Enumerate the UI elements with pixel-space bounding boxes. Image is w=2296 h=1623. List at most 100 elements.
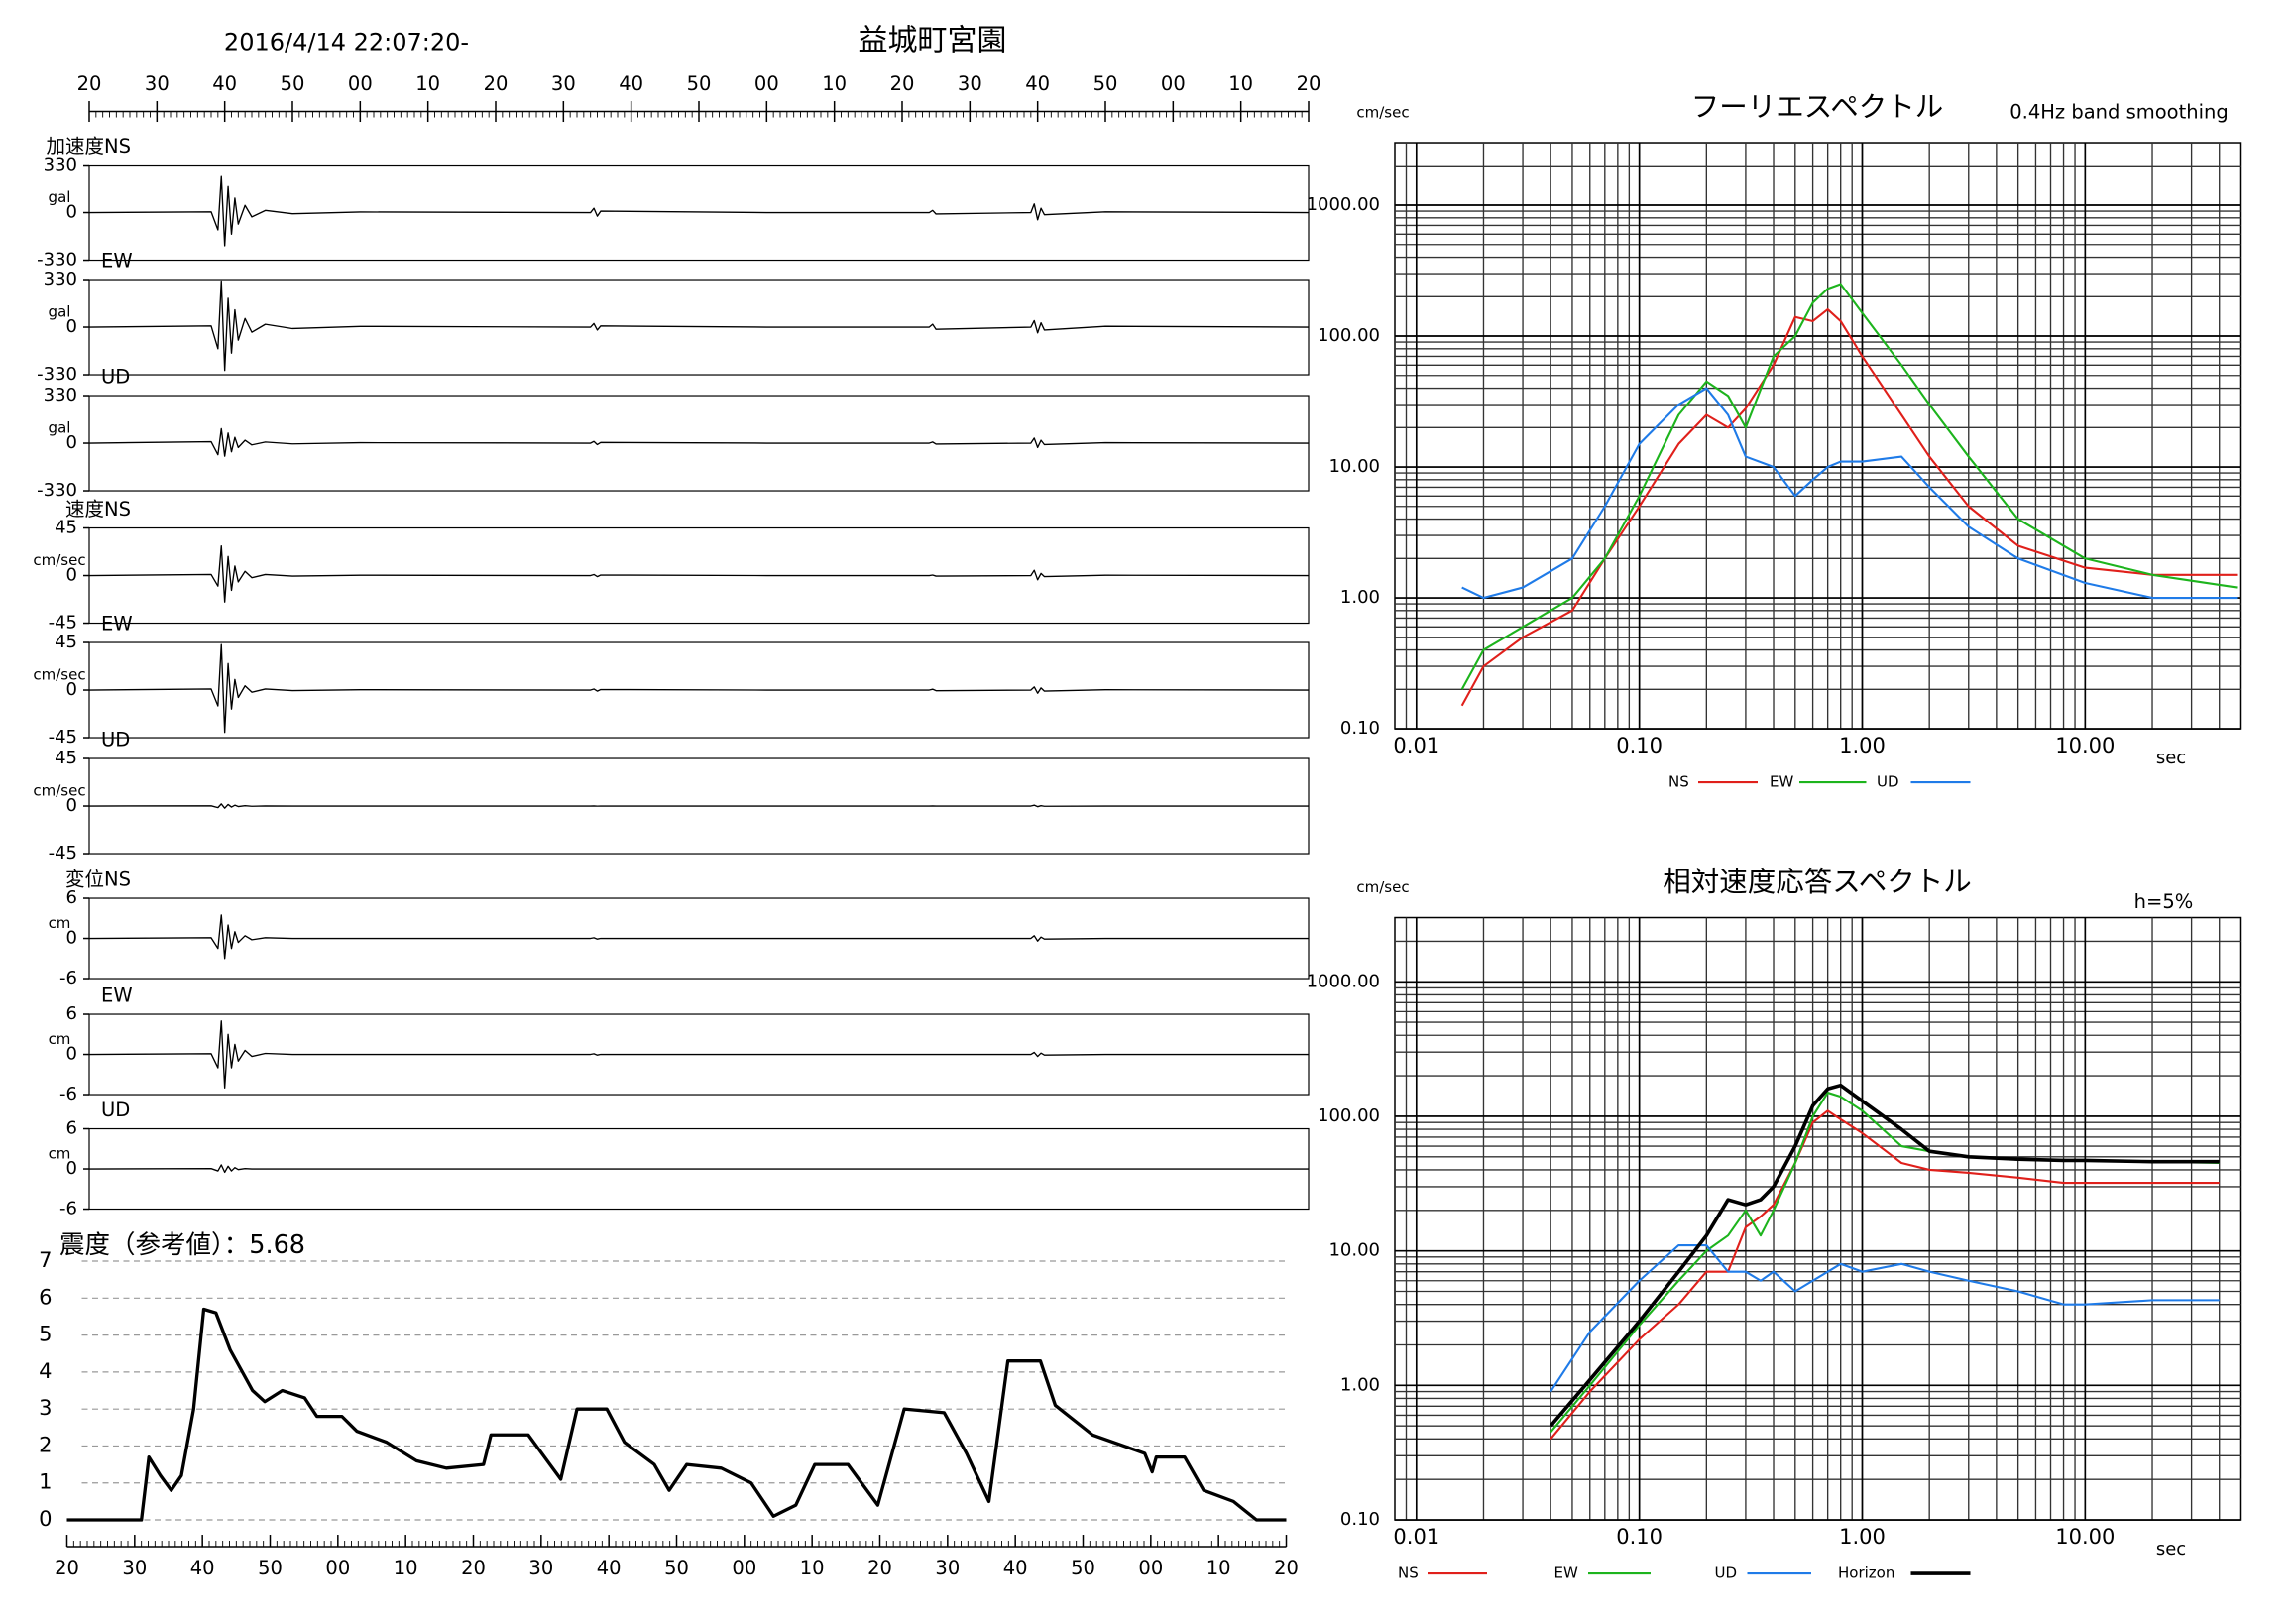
waveform-trace [88,280,1310,372]
x-tick-label: 40 [1025,72,1050,95]
y-tick-label: 0 [39,1507,52,1531]
legend-label: NS [1398,1565,1419,1582]
x-tick-label: 10 [1228,72,1253,95]
x-tick-label: 00 [732,1557,756,1579]
x-tick-label: 30 [122,1557,147,1579]
legend-label: NS [1668,773,1689,791]
chart-title: フーリエスペクトル [1691,91,1944,124]
trace-label: 速度NS [65,498,131,521]
trace-unit: gal [49,303,71,321]
trace-unit: gal [49,419,71,437]
y-tick-label: -330 [37,480,77,501]
x-tick-label: 30 [958,72,982,95]
y-tick-label: 6 [66,887,77,908]
x-tick-label: 30 [551,72,576,95]
waveform-trace [88,803,1309,809]
x-tick-label: 0.10 [1616,1525,1663,1549]
y-tick-label: -45 [49,843,77,864]
trace-label: EW [101,250,133,273]
x-tick-label: 0.01 [1393,1525,1439,1549]
y-tick-label: 1000.00 [1307,971,1380,991]
spectrum-line [1550,1109,2220,1441]
y-tick-label: 7 [39,1248,52,1272]
y-tick-label: 330 [44,155,77,175]
x-tick-label: 10 [822,72,847,95]
trace-label: UD [101,729,130,752]
waveform-trace [88,1020,1309,1089]
x-tick-label: 10.00 [2055,734,2115,757]
trace-unit: cm [49,1030,71,1048]
x-tick-label: 00 [754,72,779,95]
chart-subtitle: 0.4Hz band smoothing [2009,101,2229,124]
x-tick-label: 00 [1138,1557,1163,1579]
x-tick-label: 40 [619,72,643,95]
chart-title: 相対速度応答スペクトル [1663,866,1972,898]
plot-frame [1394,142,2242,730]
legend-label: UD [1877,773,1899,791]
y-tick-label: 4 [39,1359,52,1383]
spectrum-line [1550,1243,2220,1393]
x-tick-label: 50 [281,72,305,95]
plot-frame [1394,916,2242,1521]
y-tick-label: -330 [37,364,77,385]
y-tick-label: 0 [66,202,77,223]
trace-label: EW [101,985,133,1007]
trace-unit: cm [49,914,71,932]
spectrum-line [1460,308,2238,707]
x-tick-label: 10.00 [2055,1525,2115,1549]
y-tick-label: 45 [55,748,77,768]
x-axis-unit: sec [2156,1539,2186,1560]
x-tick-label: 50 [1093,72,1118,95]
x-tick-label: 10 [800,1557,825,1579]
x-tick-label: 40 [597,1557,622,1579]
x-tick-label: 20 [55,1557,79,1579]
y-tick-label: -6 [59,1084,77,1104]
x-tick-label: 30 [145,72,170,95]
y-tick-label: 100.00 [1318,1105,1380,1126]
trace-label: 変位NS [65,869,131,891]
y-tick-label: 1 [39,1470,52,1494]
x-tick-label: 20 [1274,1557,1299,1579]
y-tick-label: 0 [66,1044,77,1065]
y-tick-label: 10.00 [1328,1240,1380,1261]
y-tick-label: 0 [66,928,77,949]
y-tick-label: 0.10 [1340,718,1380,739]
legend-label: UD [1715,1565,1738,1582]
y-axis-unit: cm/sec [1356,878,1409,896]
y-tick-label: 0 [66,679,77,700]
x-axis-unit: sec [2156,748,2186,768]
spectrum-line [1461,387,2238,600]
x-tick-label: 1.00 [1839,734,1886,757]
x-tick-label: 00 [348,72,373,95]
trace-unit: cm/sec [33,666,85,684]
y-tick-label: -6 [59,1199,77,1219]
y-tick-label: 3 [39,1396,52,1420]
x-tick-label: 50 [258,1557,283,1579]
x-tick-label: 20 [77,72,102,95]
y-tick-label: 5 [39,1323,52,1346]
y-tick-label: 45 [55,518,77,538]
x-tick-label: 10 [415,72,440,95]
y-tick-label: -330 [37,250,77,271]
y-tick-label: 0 [66,432,77,453]
chart-subtitle: 2016/4/14 22:07:20- [224,29,469,57]
x-tick-label: 30 [528,1557,553,1579]
y-tick-label: 10.00 [1328,456,1380,477]
waveform-trace [88,643,1310,734]
legend-label: Horizon [1838,1565,1894,1582]
waveform-trace [88,544,1310,603]
x-tick-label: 20 [890,72,915,95]
spectrum-line [1460,283,2238,690]
trace-label: EW [101,613,133,636]
x-tick-label: 40 [1003,1557,1028,1579]
y-axis-unit: cm/sec [1356,104,1409,122]
trace-label: UD [101,366,130,389]
x-tick-label: 20 [484,72,509,95]
y-tick-label: 0 [66,1158,77,1179]
spectrum-line [1549,1083,2220,1428]
chart-subtitle: h=5% [2134,890,2194,913]
waveform-trace [88,914,1309,960]
waveform-trace [88,175,1310,247]
x-tick-label: 20 [867,1557,892,1579]
